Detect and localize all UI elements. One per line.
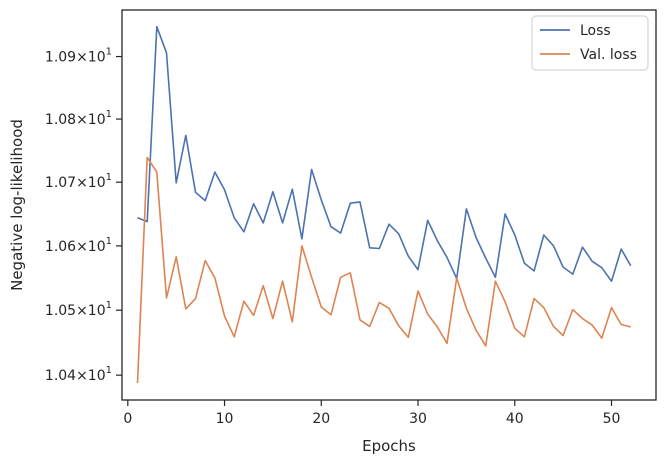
y-tick-label: 1.08×101 [45, 109, 112, 128]
x-tick-label: 0 [123, 411, 132, 427]
x-tick-label: 10 [216, 411, 234, 427]
x-tick-label: 40 [506, 411, 524, 427]
x-axis-label: Epochs [362, 437, 416, 455]
x-tick-label: 50 [603, 411, 621, 427]
x-tick-label: 20 [312, 411, 330, 427]
plot-marks [136, 25, 632, 384]
y-axis-label: Negative log-likelihood [8, 119, 26, 291]
y-tick-label: 1.05×101 [45, 300, 112, 319]
series-line-loss [137, 25, 632, 283]
series-line-val-loss [136, 156, 632, 384]
y-tick-label: 1.06×101 [45, 236, 112, 255]
legend: Loss Val. loss [531, 15, 649, 71]
axis-ticks: 0 10 20 30 40 50 1.04×101 1.05×101 1.06×101 1.07×… [45, 47, 621, 427]
y-tick-label: 1.09×101 [45, 47, 112, 66]
plot-frame [121, 9, 657, 401]
legend-label-val-loss: Val. loss [580, 47, 637, 63]
legend-label-loss: Loss [580, 23, 611, 39]
y-tick-label: 1.04×101 [45, 365, 112, 384]
y-tick-label: 1.07×101 [45, 172, 112, 191]
x-tick-label: 30 [409, 411, 427, 427]
